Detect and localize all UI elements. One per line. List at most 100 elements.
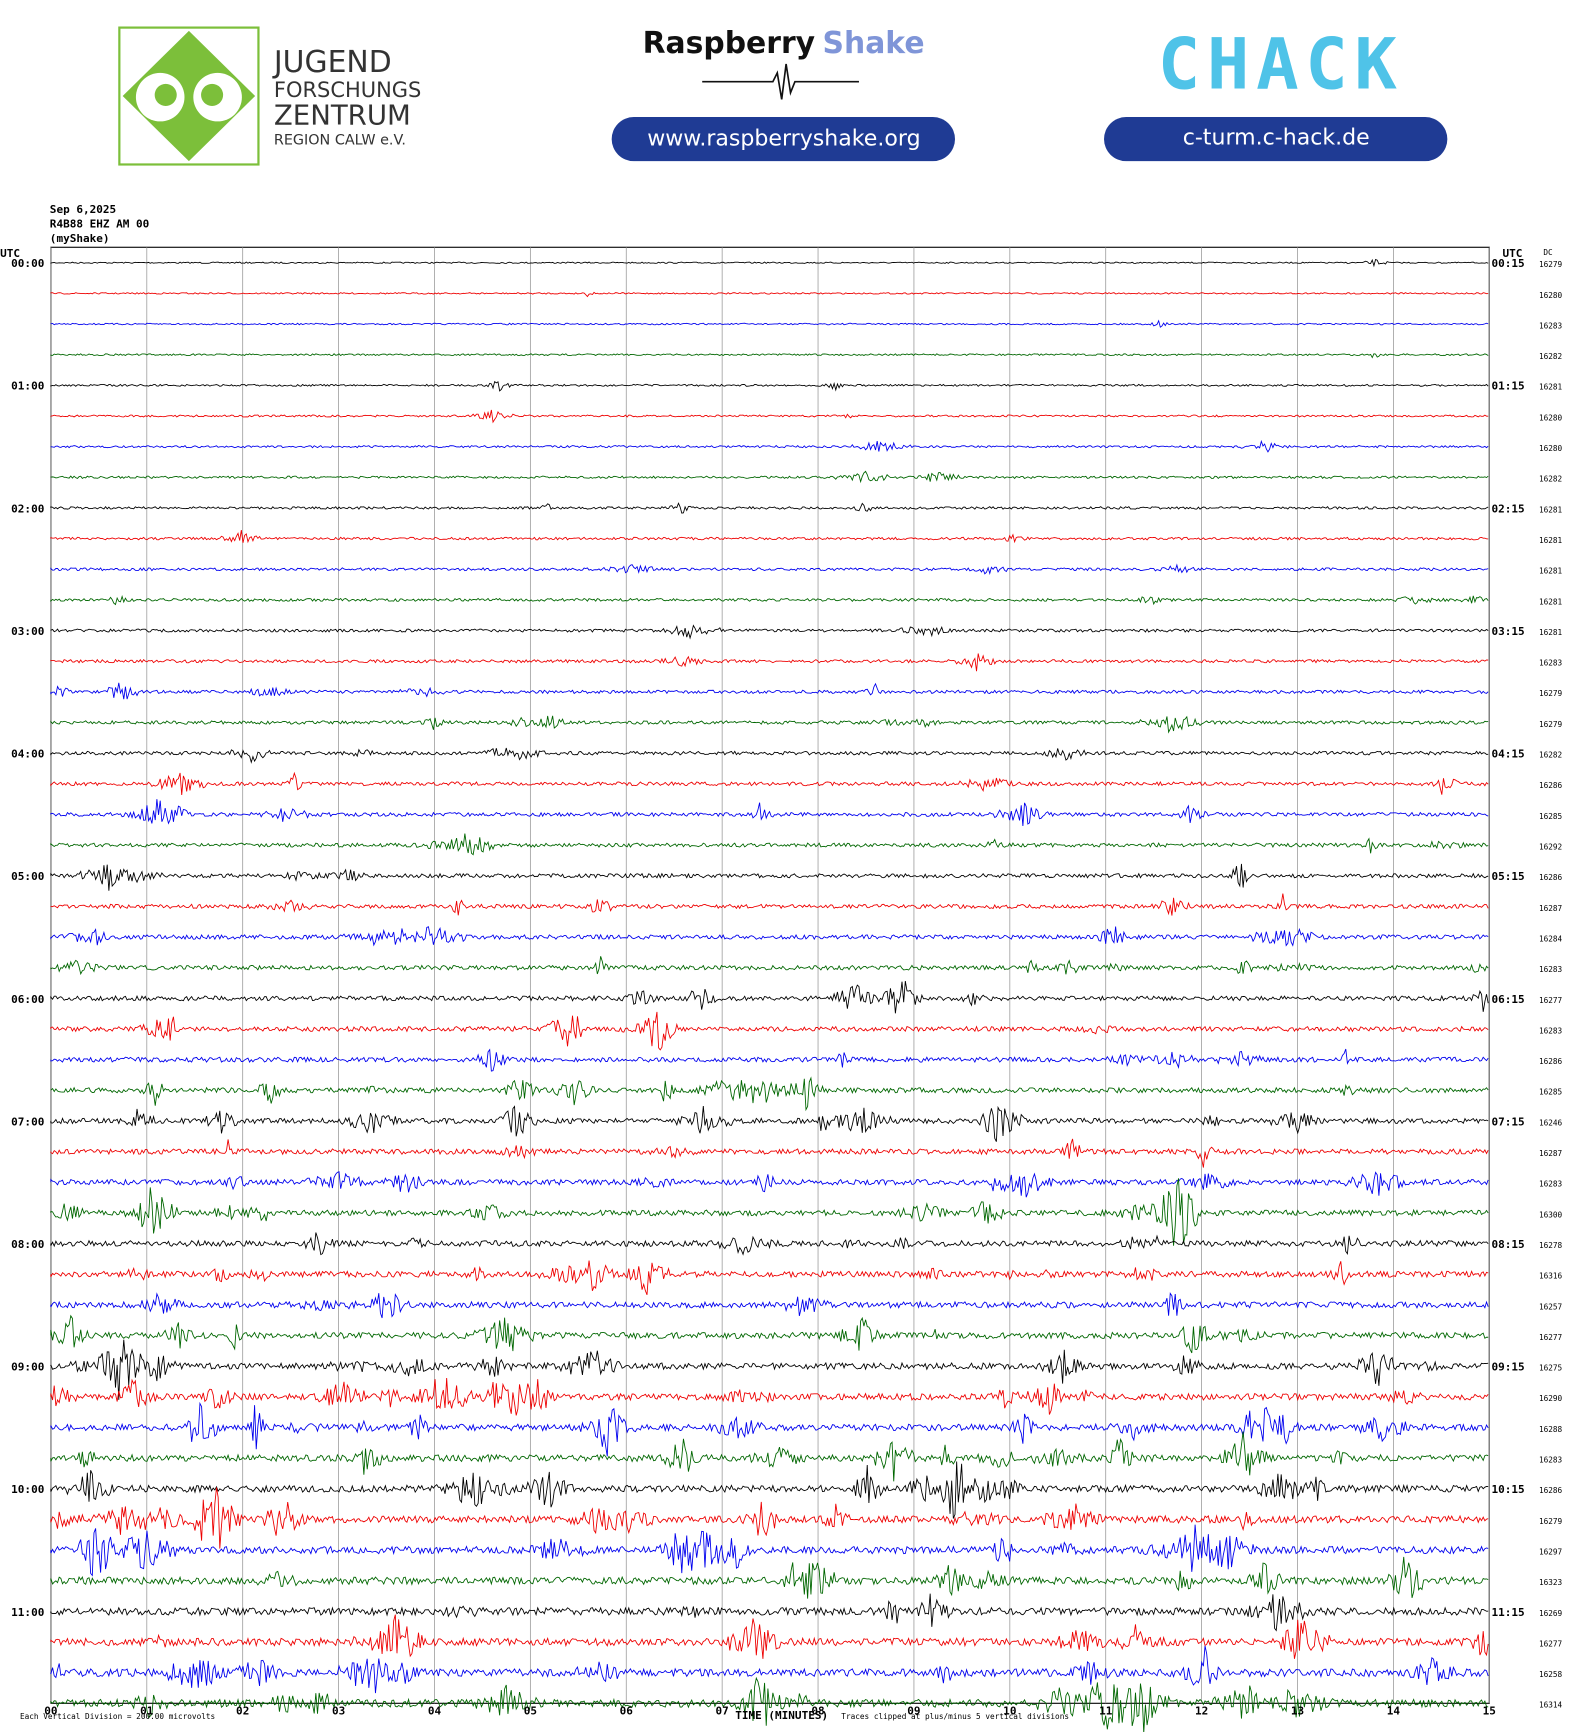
trace [50, 502, 1489, 514]
chack-text: CHACK [1158, 22, 1404, 105]
plot-station: R4B88 EHZ AM 00 [50, 217, 149, 230]
trace [50, 1676, 1489, 1732]
x-tick-label: 11 [1099, 1705, 1113, 1718]
url-pill [611, 117, 955, 162]
dc-value: 16281 [1539, 383, 1563, 392]
left-hour-label: 03:00 [11, 625, 44, 638]
left-hour-label: 11:00 [11, 1606, 44, 1619]
logo-wave [702, 63, 859, 100]
logo-diamond [122, 30, 256, 162]
x-tick-label: 02 [236, 1705, 249, 1718]
trace [50, 682, 1489, 700]
dc-value: 16281 [1539, 567, 1563, 576]
right-hour-label: 11:15 [1491, 1606, 1524, 1619]
right-unit: UTC [1503, 247, 1523, 260]
x-tick-label: 08 [811, 1705, 824, 1718]
dc-value: 16277 [1539, 996, 1563, 1005]
right-hour-label: 07:15 [1491, 1115, 1524, 1128]
logo-word: Raspberry [643, 26, 815, 61]
trace [50, 439, 1489, 453]
logo-word: Shake [823, 26, 925, 61]
dc-value: 16285 [1539, 812, 1563, 821]
trace [50, 1593, 1489, 1632]
dc-value: 16277 [1539, 1333, 1563, 1342]
x-tick-label: 10 [1003, 1705, 1016, 1718]
jfz-logo: JUGEND FORSCHUNGS ZENTRUM REGION CALW e.… [118, 26, 421, 166]
left-hour-label: 08:00 [11, 1238, 44, 1251]
dc-label: DC [1543, 248, 1553, 257]
dc-value: 16316 [1539, 1272, 1563, 1281]
dc-value: 16290 [1539, 1394, 1563, 1403]
dc-value: 16287 [1539, 1149, 1563, 1158]
trace [50, 624, 1489, 640]
trace [50, 771, 1489, 795]
trace [50, 1645, 1489, 1694]
trace [50, 1524, 1489, 1577]
trace [50, 956, 1489, 976]
right-hour-label: 08:15 [1491, 1238, 1524, 1251]
trace [50, 1614, 1489, 1659]
dc-value: 16282 [1539, 475, 1562, 484]
trace [50, 258, 1489, 268]
right-hour-label: 02:15 [1491, 502, 1524, 515]
dc-value: 16246 [1539, 1118, 1563, 1127]
trace [50, 1461, 1489, 1519]
dc-value: 16286 [1539, 1057, 1563, 1066]
right-hour-label: 09:15 [1491, 1361, 1524, 1374]
logo-text: ZENTRUM [274, 99, 411, 132]
trace [50, 1314, 1489, 1354]
left-hour-label: 04:00 [11, 748, 44, 761]
x-tick-label: 00 [44, 1705, 57, 1718]
trace [50, 291, 1489, 298]
dc-value: 16283 [1539, 1456, 1563, 1465]
dc-value: 16285 [1539, 1088, 1563, 1097]
trace [50, 1105, 1489, 1142]
trace [50, 653, 1489, 672]
dc-value: 16280 [1539, 444, 1563, 453]
left-hour-label: 00:00 [11, 257, 44, 270]
x-tick-label: 07 [716, 1705, 729, 1718]
trace [50, 1011, 1489, 1051]
right-hour-label: 05:15 [1491, 870, 1524, 883]
x-tick-label: 12 [1195, 1705, 1208, 1718]
trace [50, 1232, 1489, 1256]
right-hour-label: 06:15 [1491, 993, 1524, 1006]
dc-value: 16275 [1539, 1364, 1563, 1373]
left-hour-label: 01:00 [11, 380, 44, 393]
left-hour-label: 09:00 [11, 1361, 44, 1374]
dc-value: 16281 [1539, 597, 1563, 606]
dc-value: 16283 [1539, 965, 1563, 974]
dc-value: 16323 [1539, 1578, 1563, 1587]
dc-value: 16286 [1539, 873, 1563, 882]
x-axis-title: TIME (MINUTES) [735, 1709, 828, 1722]
dc-value: 16283 [1539, 1180, 1563, 1189]
left-unit: UTC [0, 247, 20, 260]
trace [50, 833, 1489, 856]
trace [50, 1292, 1489, 1319]
owl-pupil [154, 83, 177, 106]
trace [50, 1138, 1489, 1168]
x-tick-label: 14 [1387, 1705, 1401, 1718]
dc-value: 16258 [1539, 1670, 1563, 1679]
url-pill [1104, 117, 1448, 162]
right-hour-label: 00:15 [1491, 257, 1524, 270]
logo-text: REGION CALW e.V. [274, 133, 406, 149]
dc-value: 16282 [1539, 352, 1562, 361]
trace [50, 1377, 1489, 1416]
left-hour-label: 06:00 [11, 993, 44, 1006]
dc-value: 16280 [1539, 291, 1563, 300]
trace [50, 1171, 1489, 1198]
dc-value: 16283 [1539, 659, 1563, 668]
trace [50, 1401, 1489, 1457]
dc-value: 16269 [1539, 1609, 1563, 1618]
left-hour-label: 07:00 [11, 1115, 44, 1128]
trace [50, 563, 1489, 575]
trace [50, 980, 1489, 1014]
trace [50, 1260, 1489, 1296]
clip-note: Traces clipped at plus/minus 5 vertical … [841, 1712, 1069, 1721]
owl-pupil [201, 83, 224, 106]
trace [50, 530, 1489, 544]
dc-value: 16277 [1539, 1639, 1563, 1648]
dc-value: 16279 [1539, 260, 1563, 269]
dc-value: 16314 [1539, 1701, 1563, 1710]
